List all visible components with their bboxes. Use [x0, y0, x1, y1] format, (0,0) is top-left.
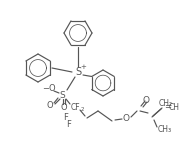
Text: O: O	[122, 113, 130, 123]
Text: =: =	[165, 103, 171, 112]
Text: 2: 2	[80, 107, 84, 112]
Text: CH: CH	[169, 103, 180, 112]
Text: CF: CF	[70, 103, 80, 112]
Text: CH₃: CH₃	[158, 125, 172, 135]
Text: O: O	[61, 103, 67, 112]
Text: +: +	[81, 64, 86, 70]
Text: F: F	[64, 112, 68, 121]
Text: −O: −O	[42, 84, 56, 92]
Text: O: O	[143, 96, 150, 104]
Text: O: O	[47, 100, 53, 109]
Text: S: S	[59, 91, 65, 100]
Text: CH₂: CH₂	[159, 99, 173, 108]
Text: S: S	[75, 67, 81, 77]
Text: F: F	[67, 120, 71, 128]
